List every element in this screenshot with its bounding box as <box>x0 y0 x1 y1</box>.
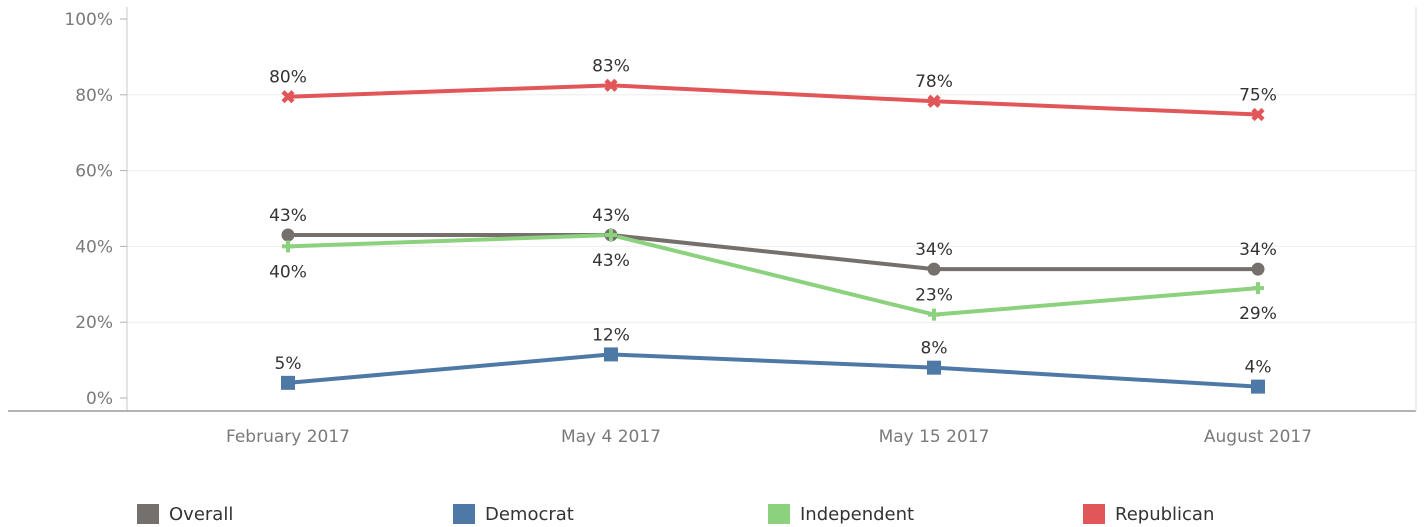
legend-item-overall[interactable]: Overall <box>137 501 233 527</box>
y-tick-label: 0% <box>86 389 113 409</box>
data-label-overall: 43% <box>592 206 630 226</box>
x-tick-label: May 4 2017 <box>561 427 661 447</box>
data-label-republican: 75% <box>1239 86 1277 106</box>
point-independent <box>605 229 617 242</box>
legend-label-democrat: Democrat <box>485 503 574 525</box>
y-tick-label: 40% <box>75 237 113 257</box>
legend-label-independent: Independent <box>800 503 915 525</box>
legend-swatch-overall <box>137 504 159 524</box>
legend: Overall Democrat Independent Republican <box>0 501 1426 527</box>
data-label-independent: 29% <box>1239 304 1277 324</box>
x-tick-label: May 15 2017 <box>879 427 990 447</box>
y-tick-label: 80% <box>75 86 113 106</box>
legend-item-republican[interactable]: Republican <box>1083 501 1214 527</box>
point-independent <box>282 240 294 253</box>
y-tick-label: 20% <box>75 313 113 333</box>
point-independent <box>1252 282 1264 295</box>
y-tick-label: 100% <box>64 10 113 30</box>
point-independent <box>928 308 940 321</box>
data-label-independent: 43% <box>592 251 630 271</box>
series-line-independent <box>286 233 1260 317</box>
x-tick-label: February 2017 <box>226 427 350 447</box>
point-democrat <box>1251 379 1265 394</box>
y-tick-label: 60% <box>75 162 113 182</box>
data-label-democrat: 5% <box>275 354 302 374</box>
data-label-overall: 34% <box>1239 240 1277 260</box>
legend-item-democrat[interactable]: Democrat <box>453 501 574 527</box>
data-label-democrat: 12% <box>592 325 630 345</box>
point-republican <box>281 90 295 104</box>
data-label-overall: 34% <box>915 240 953 260</box>
data-label-republican: 83% <box>592 56 630 76</box>
point-overall <box>927 262 941 276</box>
point-democrat <box>927 360 941 375</box>
point-republican <box>604 78 618 92</box>
legend-swatch-independent <box>768 504 790 524</box>
series-line-republican <box>286 83 1260 117</box>
y-axis-ticks: 0% 20% 40% 60% 80% 100% <box>64 10 127 409</box>
point-overall <box>1251 262 1265 276</box>
point-republican <box>927 94 941 108</box>
legend-swatch-republican <box>1083 504 1105 524</box>
legend-item-independent[interactable]: Independent <box>768 501 914 527</box>
point-democrat <box>604 347 618 362</box>
legend-label-republican: Republican <box>1115 503 1215 525</box>
data-label-republican: 80% <box>269 68 307 88</box>
legend-swatch-democrat <box>453 504 475 524</box>
x-tick-label: August 2017 <box>1204 427 1312 447</box>
series-line-democrat <box>286 352 1260 389</box>
data-label-independent: 23% <box>915 286 953 306</box>
data-label-independent: 40% <box>269 262 307 282</box>
grid-lines <box>127 94 1416 323</box>
legend-label-overall: Overall <box>169 503 234 525</box>
data-label-republican: 78% <box>915 72 953 92</box>
series-lines <box>286 83 1260 389</box>
point-democrat <box>281 375 295 390</box>
data-label-overall: 43% <box>269 206 307 226</box>
point-republican <box>1251 107 1265 122</box>
point-overall <box>281 228 295 242</box>
data-labels: 43% 43% 34% 34% 5% 12% 8% 4% 40% 43% 23% 29% 80% 83% 7… <box>269 56 1277 377</box>
series-line-overall <box>286 233 1260 272</box>
data-label-democrat: 8% <box>921 339 948 359</box>
line-chart: 0% 20% 40% 60% 80% 100% February 2017 May 4 20… <box>8 7 1417 447</box>
x-axis-ticks: February 2017 May 4 2017 May 15 2017 August… <box>226 427 1312 447</box>
data-label-democrat: 4% <box>1245 358 1272 378</box>
series-markers <box>281 78 1265 394</box>
